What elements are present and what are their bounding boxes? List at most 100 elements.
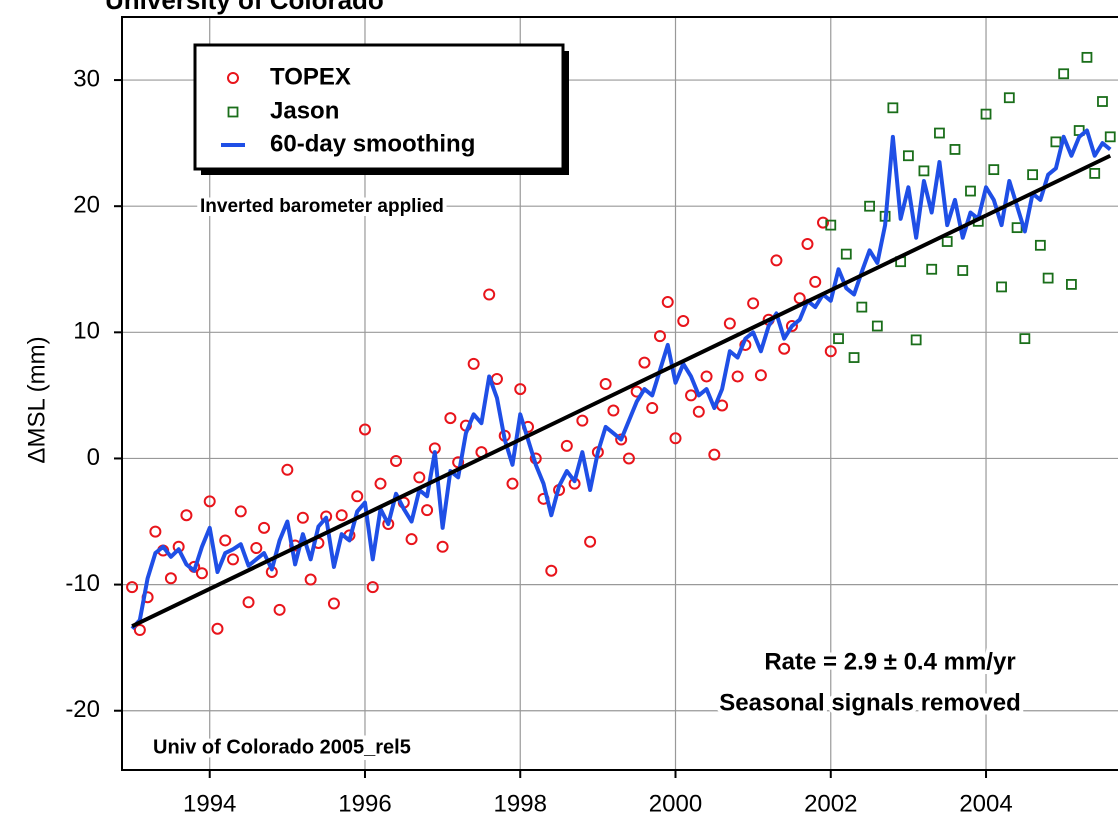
point (957, 265, 969, 276)
point (126, 581, 139, 594)
point (949, 144, 961, 155)
point (1081, 51, 1093, 63)
point (677, 314, 690, 327)
point (669, 432, 682, 445)
y-tick-label: 10 (73, 318, 100, 345)
point (770, 254, 783, 267)
point (926, 263, 938, 275)
point (864, 200, 875, 212)
point (638, 356, 651, 369)
point (1058, 68, 1070, 80)
point (747, 297, 760, 310)
point (646, 402, 659, 415)
point (809, 275, 822, 288)
x-tick-label: 2000 (649, 790, 702, 817)
point (607, 404, 620, 417)
point (374, 477, 387, 490)
point (941, 236, 953, 247)
annotation: Inverted barometer applied (200, 196, 444, 217)
point (1089, 168, 1101, 179)
point (824, 345, 837, 358)
x-tick-label: 2004 (959, 790, 1012, 817)
point (195, 567, 208, 580)
point (506, 477, 519, 490)
point (304, 573, 317, 586)
y-tick-label: 20 (73, 192, 100, 219)
point (996, 281, 1007, 293)
point (1011, 222, 1023, 234)
point (723, 317, 736, 330)
y-tick-label: 0 (87, 444, 100, 471)
plot-area (126, 51, 1116, 636)
point (467, 357, 480, 370)
point (685, 389, 698, 402)
point (149, 525, 162, 538)
y-tick-label: -10 (65, 570, 100, 597)
legend-label: Jason (270, 97, 339, 124)
x-tick-label: 1998 (494, 790, 547, 817)
y-tick-label: -20 (65, 696, 100, 723)
point (1104, 131, 1116, 143)
point (653, 330, 666, 343)
point (514, 383, 527, 396)
point (584, 535, 597, 548)
x-tick-label: 2002 (804, 790, 857, 817)
point (871, 320, 883, 332)
point (211, 622, 224, 635)
trend-line (131, 153, 1112, 629)
point (1066, 278, 1077, 290)
point (327, 597, 340, 610)
point (242, 596, 255, 609)
point (778, 342, 791, 355)
point (444, 412, 457, 425)
annotation: Rate = 2.9 ± 0.4 mm/yr (764, 648, 1015, 675)
point (250, 542, 263, 555)
point (754, 369, 767, 382)
point (599, 378, 612, 391)
point (1042, 272, 1054, 284)
point (934, 127, 945, 139)
annotation: Seasonal signals removed (719, 689, 1020, 716)
point (413, 471, 426, 484)
point (848, 352, 860, 363)
point (988, 164, 1000, 176)
point (545, 564, 558, 577)
point (856, 301, 868, 313)
point (1097, 96, 1108, 107)
point (825, 219, 837, 231)
point (436, 540, 449, 553)
point (833, 333, 844, 345)
point (840, 248, 852, 260)
point (887, 102, 899, 114)
x-tick-label: 1996 (338, 790, 391, 817)
point (980, 108, 992, 120)
point (708, 448, 721, 461)
point (281, 463, 294, 476)
point (817, 216, 830, 229)
point (918, 165, 930, 177)
point (258, 521, 271, 534)
point (366, 581, 379, 594)
point (203, 495, 216, 508)
point (390, 454, 403, 467)
plot-frame (121, 16, 1118, 771)
y-tick-label: 30 (73, 65, 100, 92)
point (164, 572, 177, 585)
point (405, 533, 418, 546)
legend-box (193, 43, 565, 171)
point (421, 504, 434, 517)
point (1019, 333, 1031, 345)
point (731, 370, 744, 383)
point (576, 414, 589, 427)
point (180, 509, 193, 522)
x-tick-label: 1994 (183, 790, 236, 817)
point (219, 534, 232, 547)
legend-marker (227, 106, 239, 118)
legend: TOPEX Jason 60-day smoothing (193, 43, 569, 175)
point (483, 288, 496, 301)
point (1034, 239, 1046, 251)
chart-title: University of Colorado (105, 0, 384, 15)
point (785, 320, 798, 333)
